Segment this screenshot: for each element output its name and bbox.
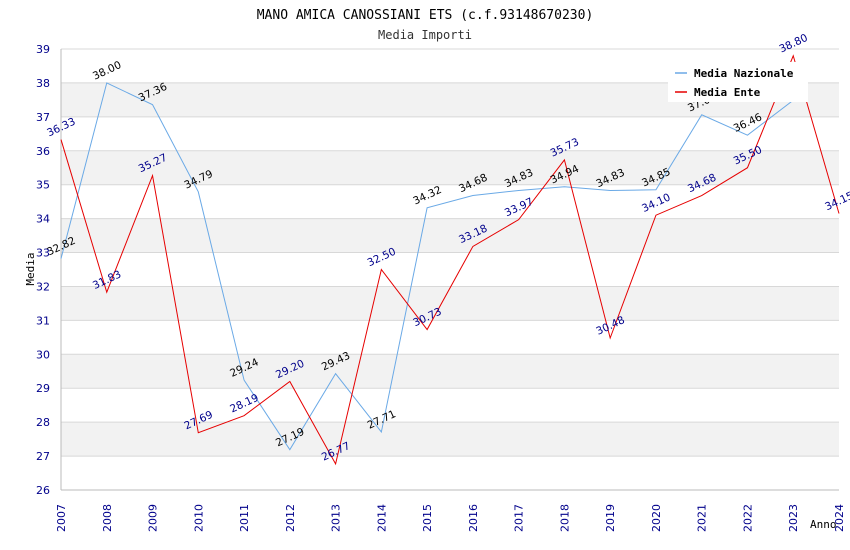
y-axis-label: Media bbox=[24, 252, 37, 285]
grid-band bbox=[61, 252, 839, 287]
y-tick-label: 35 bbox=[36, 179, 50, 192]
x-tick-label: 2019 bbox=[604, 504, 617, 532]
grid-band bbox=[61, 388, 839, 423]
y-tick-label: 38 bbox=[36, 77, 50, 90]
grid-band bbox=[61, 150, 839, 185]
grid-band bbox=[61, 116, 839, 151]
x-tick-label: 2016 bbox=[467, 504, 480, 532]
x-tick-label: 2007 bbox=[55, 504, 68, 532]
chart-subtitle: Media Importi bbox=[378, 28, 472, 42]
y-tick-label: 28 bbox=[36, 416, 50, 429]
legend-box bbox=[668, 62, 808, 102]
x-tick-label: 2008 bbox=[101, 504, 114, 532]
chart-legend: Media Nazionale Media Ente bbox=[668, 62, 808, 102]
series-line-media-nazionale bbox=[60, 82, 794, 451]
y-tick-label: 31 bbox=[36, 314, 50, 327]
y-tick-label: 26 bbox=[36, 484, 50, 497]
grid-band bbox=[61, 354, 839, 389]
grid-band bbox=[61, 286, 839, 321]
grid-band bbox=[61, 218, 839, 253]
x-tick-label: 2014 bbox=[375, 504, 388, 532]
x-tick-label: 2022 bbox=[741, 504, 754, 532]
x-tick-label: 2011 bbox=[238, 504, 251, 532]
y-tick-label: 32 bbox=[36, 280, 50, 293]
y-tick-label: 27 bbox=[36, 450, 50, 463]
y-tick-label: 39 bbox=[36, 43, 50, 56]
x-tick-label: 2017 bbox=[513, 504, 526, 532]
y-tick-label: 36 bbox=[36, 145, 50, 158]
series-line-media-ente bbox=[60, 54, 840, 466]
y-tick-label: 34 bbox=[36, 213, 50, 226]
legend-entry: Media Nazionale bbox=[694, 67, 794, 80]
chart-axes: 26 27 28 29 30 31 32 33 34 35 36 37 38 39 2007 2008 2009… bbox=[36, 43, 846, 532]
chart-grid bbox=[61, 48, 839, 491]
grid-band bbox=[61, 320, 839, 355]
x-tick-label: 2012 bbox=[284, 504, 297, 532]
x-tick-label: 2021 bbox=[696, 504, 709, 532]
x-tick-label: 2020 bbox=[650, 504, 663, 532]
x-tick-label: 2023 bbox=[787, 504, 800, 532]
y-tick-label: 33 bbox=[36, 247, 50, 260]
chart-series bbox=[60, 54, 840, 466]
x-axis-label: Anno bbox=[810, 518, 837, 531]
x-tick-label: 2015 bbox=[421, 504, 434, 532]
x-tick-label: 2009 bbox=[147, 504, 160, 532]
x-tick-label: 2010 bbox=[192, 504, 205, 532]
grid-band bbox=[61, 422, 839, 457]
chart-title: MANO AMICA CANOSSIANI ETS (c.f.931486702… bbox=[257, 8, 594, 23]
x-tick-label: 2013 bbox=[330, 504, 343, 532]
x-tick-label: 2024 bbox=[833, 504, 846, 532]
y-tick-label: 37 bbox=[36, 111, 50, 124]
legend-entry: Media Ente bbox=[694, 86, 761, 99]
grid-band bbox=[61, 456, 839, 490]
x-tick-label: 2018 bbox=[558, 504, 571, 532]
y-tick-label: 29 bbox=[36, 382, 50, 395]
y-tick-label: 30 bbox=[36, 348, 50, 361]
